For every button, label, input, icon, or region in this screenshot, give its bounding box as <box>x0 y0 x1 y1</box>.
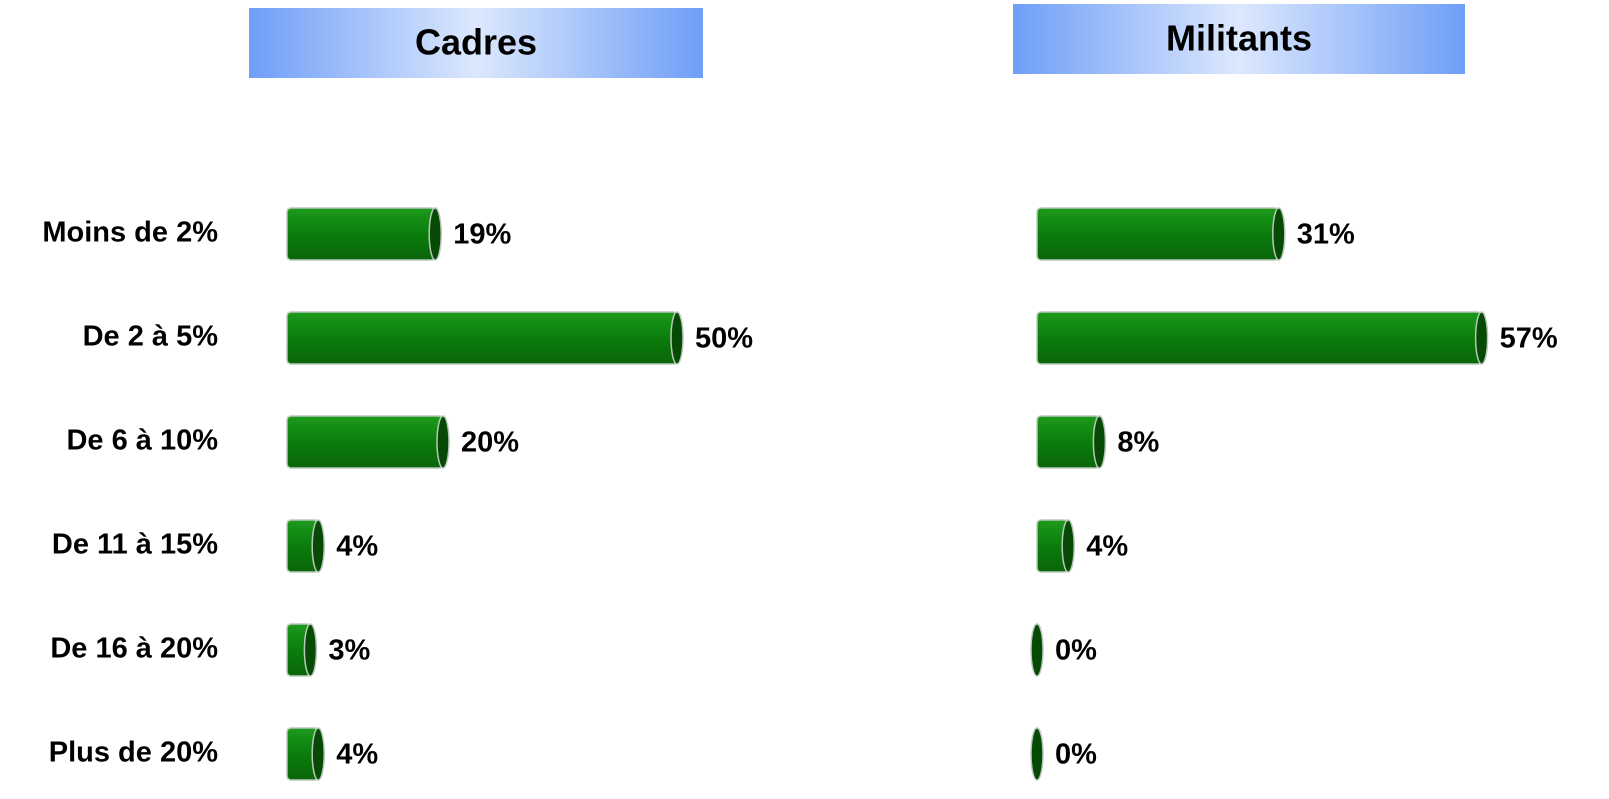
bar-cap <box>1272 207 1286 261</box>
value-label: 20% <box>461 427 519 459</box>
bar-cap <box>1030 623 1044 677</box>
category-label: Moins de 2% <box>42 217 218 249</box>
title-box <box>249 8 703 78</box>
category-label: De 6 à 10% <box>66 425 218 457</box>
bar <box>286 207 436 261</box>
value-label: 50% <box>695 323 753 355</box>
bar-cap <box>1061 519 1075 573</box>
bar-cap <box>670 311 684 365</box>
category-label: De 11 à 15% <box>52 529 218 561</box>
bar-cap <box>1030 727 1044 781</box>
category-label: Plus de 20% <box>49 737 218 769</box>
category-label: De 2 à 5% <box>83 321 219 353</box>
value-label: 4% <box>336 739 378 771</box>
bar <box>286 311 678 365</box>
value-label: 4% <box>1086 531 1128 563</box>
value-label: 0% <box>1055 739 1097 771</box>
bar-cap <box>1474 311 1489 365</box>
bar <box>1036 415 1101 469</box>
bar <box>1036 207 1280 261</box>
bar-cap <box>436 415 450 469</box>
value-label: 57% <box>1500 323 1558 355</box>
bar <box>286 415 444 469</box>
value-label: 31% <box>1297 219 1355 251</box>
bar-cap <box>311 727 325 781</box>
bar-cap <box>428 207 442 261</box>
chart-title: Militants <box>1166 18 1312 59</box>
value-label: 8% <box>1117 427 1159 459</box>
value-label: 0% <box>1055 635 1097 667</box>
title-box <box>1013 4 1465 74</box>
bar-cap <box>1092 415 1107 469</box>
category-label: De 16 à 20% <box>50 633 218 665</box>
bar <box>1036 311 1483 365</box>
value-label: 19% <box>453 219 511 251</box>
value-label: 3% <box>328 635 370 667</box>
bar-cap <box>311 519 325 573</box>
chart-title: Cadres <box>415 22 537 63</box>
bar-cap <box>303 623 318 677</box>
value-label: 4% <box>336 531 378 563</box>
